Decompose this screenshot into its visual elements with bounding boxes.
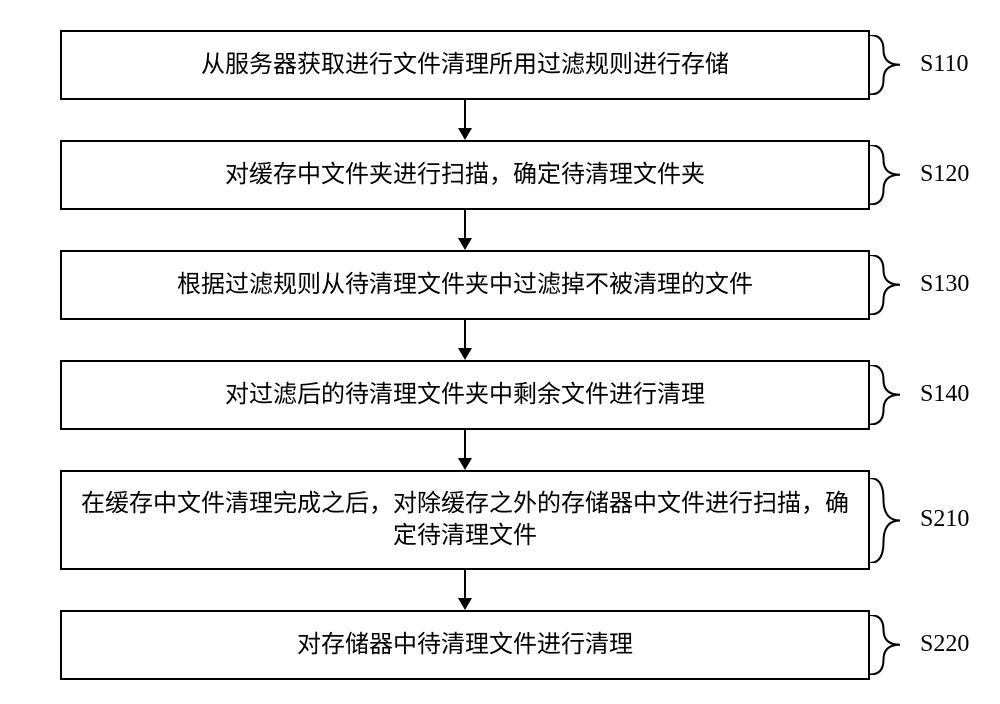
flow-step-box: 根据过滤规则从待清理文件夹中过滤掉不被清理的文件 (60, 250, 870, 320)
flow-step-label: S210 (920, 506, 969, 533)
flow-step-label: S220 (920, 631, 969, 658)
flow-step-box: 对缓存中文件夹进行扫描，确定待清理文件夹 (60, 140, 870, 210)
flowchart-canvas: 从服务器获取进行文件清理所用过滤规则进行存储 S110 对缓存中文件夹进行扫描，确定… (0, 0, 1000, 704)
flow-step-box: 对存储器中待清理文件进行清理 (60, 610, 870, 680)
flow-step-box: 对过滤后的待清理文件夹中剩余文件进行清理 (60, 360, 870, 430)
flow-step-text: 在缓存中文件清理完成之后，对除缓存之外的存储器中文件进行扫描，确定待清理文件 (72, 488, 858, 553)
flow-step-text: 从服务器获取进行文件清理所用过滤规则进行存储 (201, 49, 729, 81)
flow-step-label: S140 (920, 381, 969, 408)
flow-step-text: 对存储器中待清理文件进行清理 (297, 629, 633, 661)
flow-step-text: 对过滤后的待清理文件夹中剩余文件进行清理 (225, 379, 705, 411)
flow-step-text: 根据过滤规则从待清理文件夹中过滤掉不被清理的文件 (177, 269, 753, 301)
flow-step-box: 从服务器获取进行文件清理所用过滤规则进行存储 (60, 30, 870, 100)
flow-step-label: S110 (920, 51, 968, 78)
flow-step-label: S120 (920, 161, 969, 188)
flow-step-label: S130 (920, 271, 969, 298)
flow-step-text: 对缓存中文件夹进行扫描，确定待清理文件夹 (225, 159, 705, 191)
flow-step-box: 在缓存中文件清理完成之后，对除缓存之外的存储器中文件进行扫描，确定待清理文件 (60, 470, 870, 570)
